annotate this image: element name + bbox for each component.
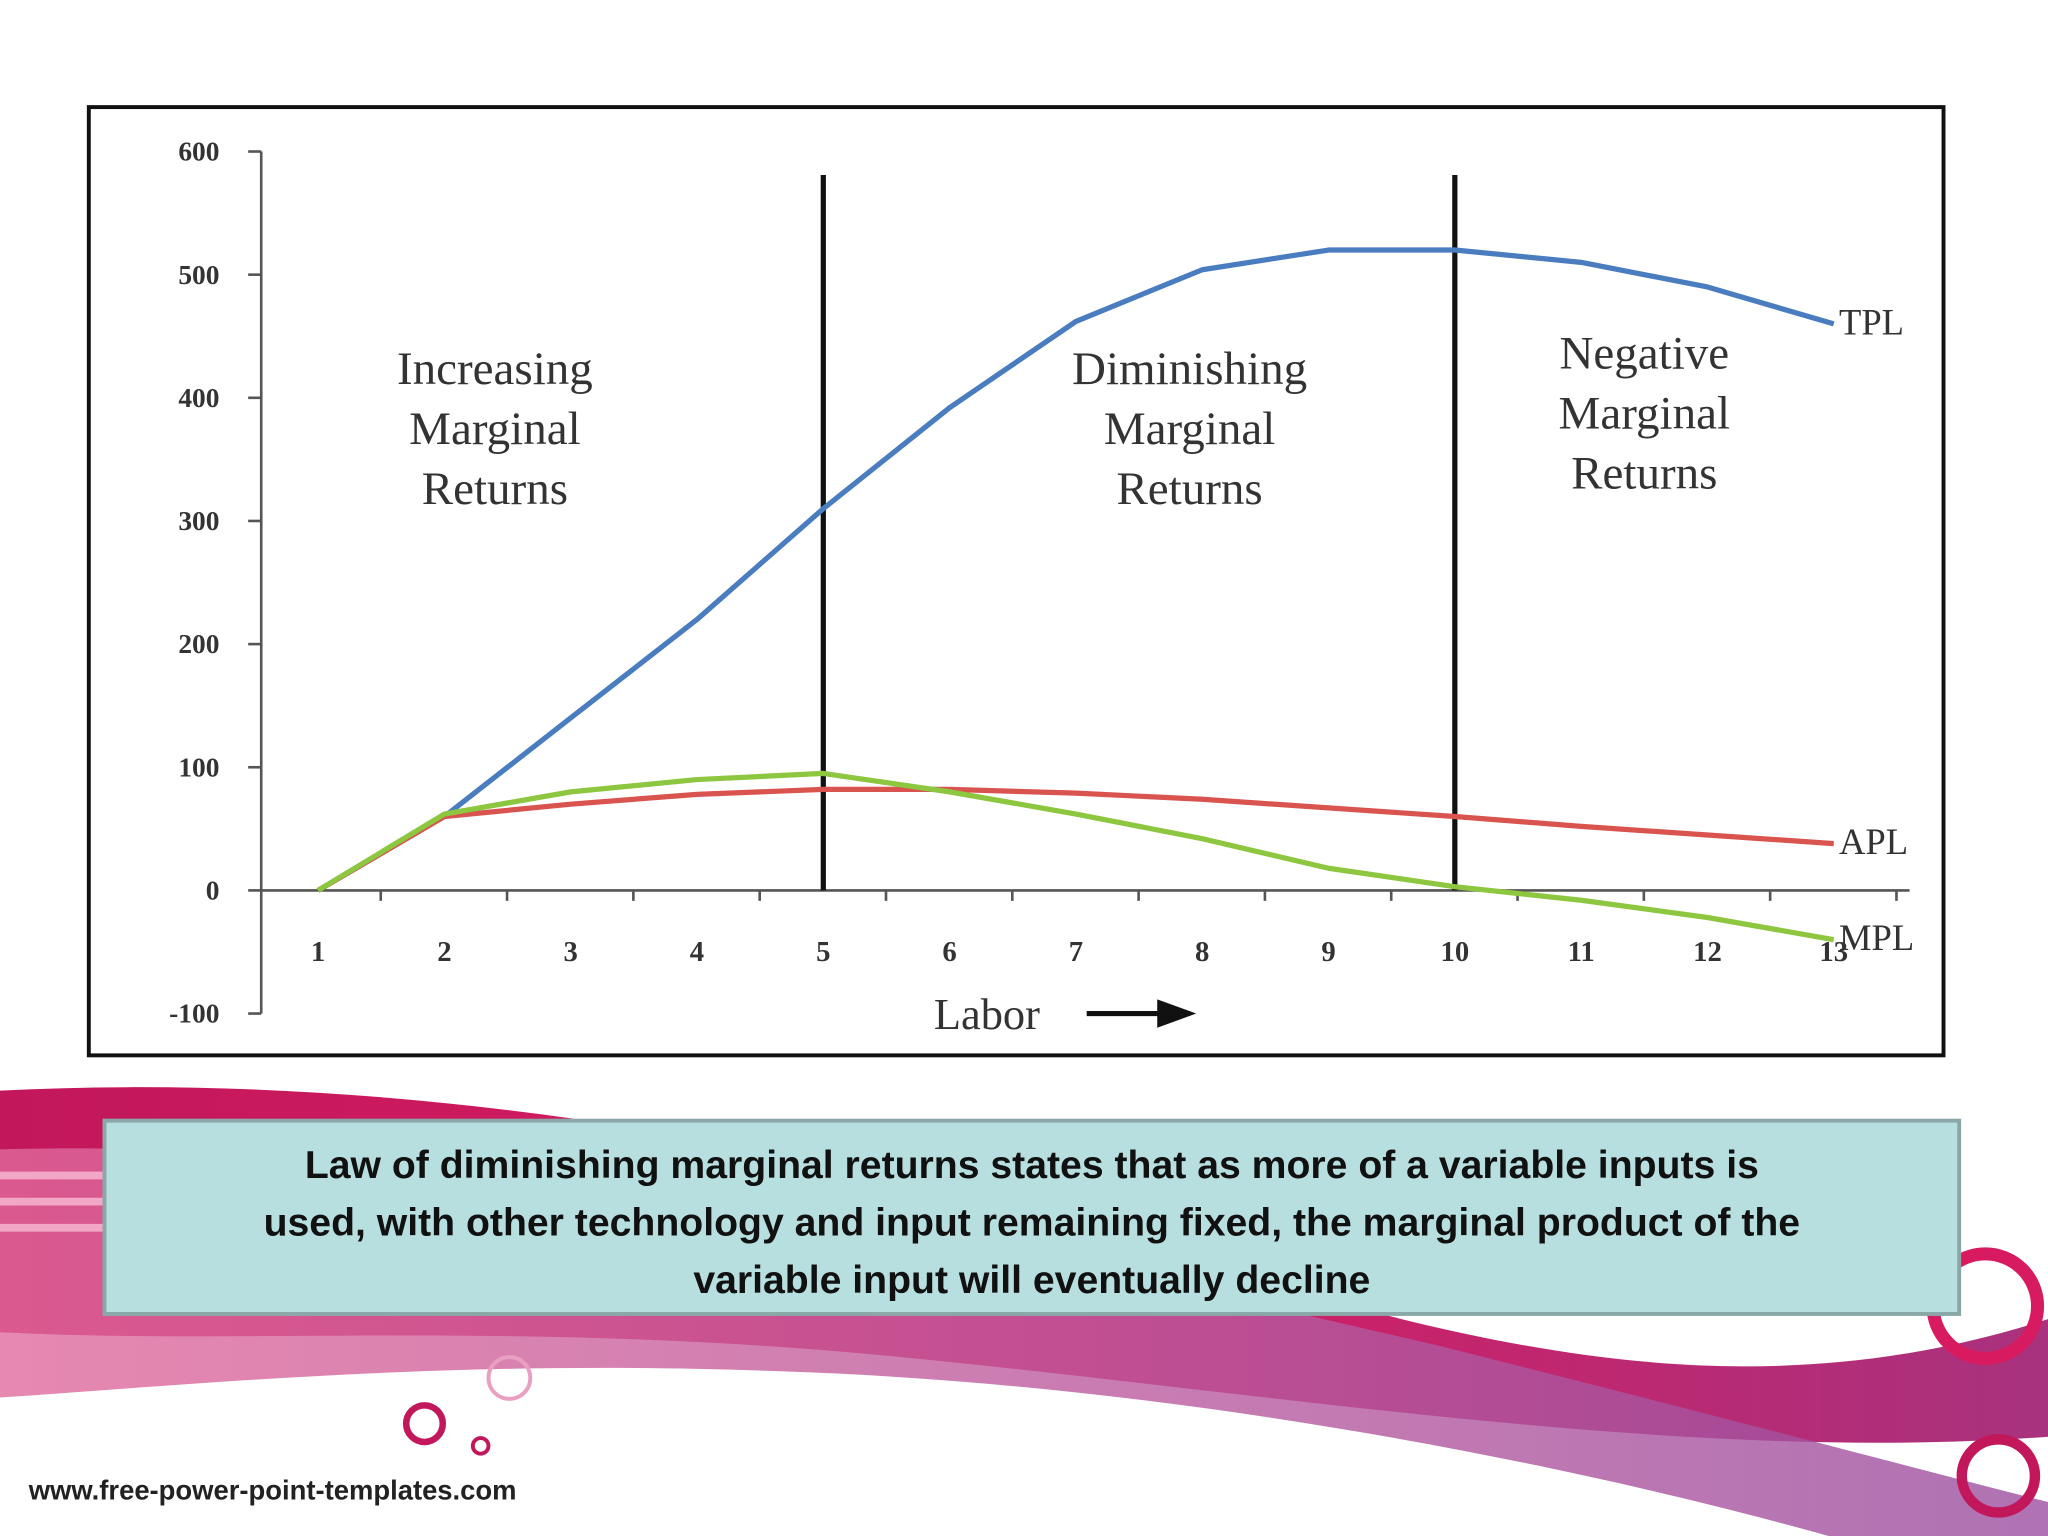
series-label: APL xyxy=(1839,821,1908,862)
x-tick-label: 4 xyxy=(690,936,704,968)
y-tick-label: 100 xyxy=(178,752,219,782)
region-label: Negative xyxy=(1559,327,1729,379)
caption-box xyxy=(102,1118,1962,1316)
x-tick-label: 6 xyxy=(942,936,956,968)
y-tick-label: 0 xyxy=(206,876,220,906)
x-tick-label: 3 xyxy=(564,936,578,968)
x-tick-label: 13 xyxy=(1819,936,1848,968)
caption: Law of diminishing marginal returns stat… xyxy=(264,1144,1800,1302)
x-tick-label: 9 xyxy=(1321,936,1335,968)
region-label: Returns xyxy=(1116,463,1262,515)
caption-line: variable input will eventually decline xyxy=(693,1259,1370,1302)
y-tick-label: 500 xyxy=(178,260,219,290)
region-label: Returns xyxy=(1571,447,1717,499)
y-tick-label: 200 xyxy=(178,629,219,659)
y-tick-label: 300 xyxy=(178,506,219,536)
x-tick-label: 1 xyxy=(311,936,325,968)
region-label: Marginal xyxy=(1104,403,1276,455)
series-line xyxy=(316,786,1834,893)
y-tick-label: 400 xyxy=(178,383,219,413)
x-tick-label: 10 xyxy=(1440,936,1469,968)
x-tick-label: 2 xyxy=(437,936,451,968)
x-tick-label: 11 xyxy=(1568,936,1595,968)
x-axis-label: Labor xyxy=(934,989,1040,1039)
x-tick-label: 12 xyxy=(1693,936,1722,968)
caption-line: Law of diminishing marginal returns stat… xyxy=(305,1144,1759,1187)
x-tick-label: 8 xyxy=(1195,936,1209,968)
x-tick-label: 5 xyxy=(816,936,830,968)
x-axis-arrow xyxy=(1086,999,1197,1028)
y-tick-label: 600 xyxy=(178,137,219,167)
region-label: Marginal xyxy=(409,403,581,455)
series-label: MPL xyxy=(1839,917,1914,958)
chart-frame xyxy=(86,105,1946,1058)
region-label: Diminishing xyxy=(1072,343,1307,395)
caption-line: used, with other technology and input re… xyxy=(264,1202,1800,1245)
series-line xyxy=(316,247,1835,893)
y-tick-label: -100 xyxy=(169,999,219,1029)
footer: www.free-power-point-templates.com xyxy=(28,1474,517,1505)
series-label: TPL xyxy=(1839,301,1904,342)
region-label: Marginal xyxy=(1559,387,1731,439)
region-label: Returns xyxy=(422,463,568,515)
x-tick-label: 7 xyxy=(1069,936,1083,968)
region-label: Increasing xyxy=(397,343,593,395)
series-line xyxy=(316,770,1835,943)
